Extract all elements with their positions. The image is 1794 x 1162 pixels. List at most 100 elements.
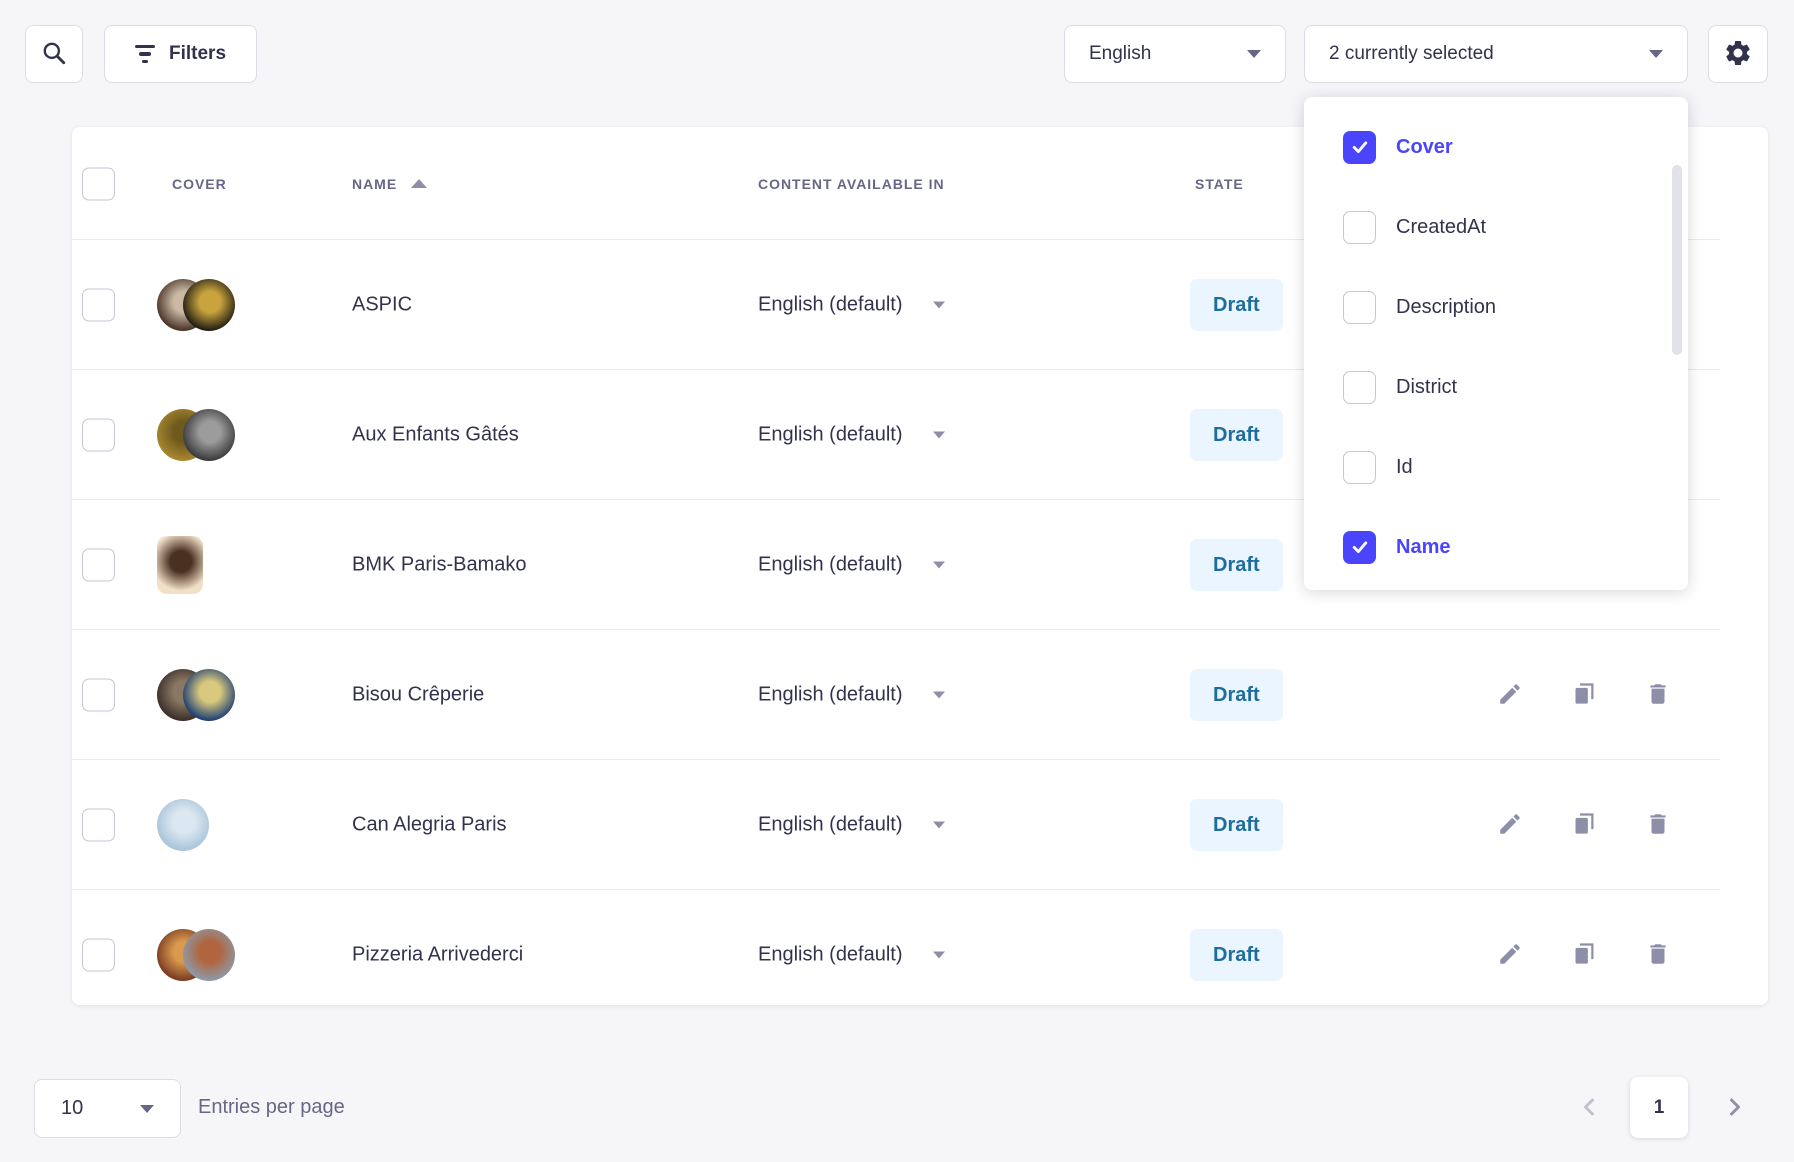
displayed-field-option[interactable]: District xyxy=(1304,347,1688,427)
displayed-field-option[interactable]: Cover xyxy=(1304,107,1688,187)
row-checkbox[interactable] xyxy=(82,938,115,972)
displayed-fields-list: Cover CreatedAt Description District Id … xyxy=(1304,107,1688,587)
chevron-down-icon xyxy=(140,1104,154,1113)
chevron-down-icon xyxy=(932,301,945,309)
cover-images xyxy=(157,799,209,851)
row-actions xyxy=(1496,941,1672,969)
cover-image xyxy=(183,929,235,981)
locale-value: English (default) xyxy=(758,423,903,446)
header-content-available-in: CONTENT AVAILABLE IN xyxy=(758,175,945,192)
field-checkbox[interactable] xyxy=(1343,290,1376,324)
select-all-checkbox[interactable] xyxy=(82,167,115,200)
displayed-fields-dropdown: Cover CreatedAt Description District Id … xyxy=(1304,97,1688,590)
cover-image xyxy=(183,279,235,331)
duplicate-button[interactable] xyxy=(1570,941,1598,969)
page-size-select[interactable]: 10 xyxy=(34,1079,181,1138)
displayed-field-option[interactable]: Description xyxy=(1304,267,1688,347)
delete-button[interactable] xyxy=(1644,681,1672,709)
row-checkbox[interactable] xyxy=(82,288,115,322)
locale-cell[interactable]: English (default) xyxy=(758,294,945,317)
row-checkbox[interactable] xyxy=(82,548,115,582)
state-badge: Draft xyxy=(1190,669,1283,721)
filters-button[interactable]: Filters xyxy=(104,25,258,83)
entries-per-page-label: Entries per page xyxy=(198,1096,345,1118)
locale-cell[interactable]: English (default) xyxy=(758,424,945,447)
duplicate-icon xyxy=(1571,680,1598,710)
filters-button-label: Filters xyxy=(169,43,227,64)
pencil-icon xyxy=(1497,681,1523,710)
duplicate-button[interactable] xyxy=(1570,681,1598,709)
chevron-down-icon xyxy=(932,561,945,569)
settings-button[interactable] xyxy=(1708,25,1768,83)
delete-button[interactable] xyxy=(1644,811,1672,839)
field-checkbox[interactable] xyxy=(1343,370,1376,404)
header-state: STATE xyxy=(1195,175,1244,192)
duplicate-icon xyxy=(1571,810,1598,840)
language-select[interactable]: English xyxy=(1064,25,1286,83)
field-checkbox[interactable] xyxy=(1343,530,1376,564)
dropdown-scrollbar[interactable] xyxy=(1672,165,1682,355)
field-label: Id xyxy=(1396,455,1413,478)
table-row[interactable]: Pizzeria Arrivederci English (default) D… xyxy=(72,890,1768,1020)
pencil-icon xyxy=(1497,811,1523,840)
cover-image xyxy=(183,669,235,721)
locale-cell[interactable]: English (default) xyxy=(758,554,945,577)
field-checkbox[interactable] xyxy=(1343,210,1376,244)
previous-page-button[interactable] xyxy=(1572,1090,1608,1126)
row-checkbox[interactable] xyxy=(82,678,115,712)
row-checkbox[interactable] xyxy=(82,418,115,452)
entry-name: Can Alegria Paris xyxy=(352,813,507,836)
cover-image xyxy=(157,799,209,851)
cover-images xyxy=(157,536,203,594)
locale-cell[interactable]: English (default) xyxy=(758,944,945,967)
state-badge: Draft xyxy=(1190,929,1283,981)
sort-ascending-icon xyxy=(411,179,428,188)
displayed-field-option[interactable]: Id xyxy=(1304,427,1688,507)
row-checkbox[interactable] xyxy=(82,808,115,842)
field-checkbox[interactable] xyxy=(1343,130,1376,164)
edit-button[interactable] xyxy=(1496,811,1524,839)
cover-image xyxy=(183,409,235,461)
search-button[interactable] xyxy=(25,25,83,83)
language-select-value: English xyxy=(1089,43,1152,64)
next-page-button[interactable] xyxy=(1716,1090,1752,1126)
field-label: District xyxy=(1396,375,1458,398)
filter-icon xyxy=(135,44,155,64)
state-badge: Draft xyxy=(1190,279,1283,331)
page-1-button[interactable]: 1 xyxy=(1630,1077,1688,1138)
table-row[interactable]: Aux Enfants Gâtés English (default) Draf… xyxy=(72,370,1768,500)
trash-icon xyxy=(1645,811,1671,840)
field-label: Cover xyxy=(1396,135,1453,158)
duplicate-button[interactable] xyxy=(1570,811,1598,839)
chevron-down-icon xyxy=(932,821,945,829)
field-label: CreatedAt xyxy=(1396,215,1487,238)
table-row[interactable]: Bisou Crêperie English (default) Draft xyxy=(72,630,1768,760)
displayed-fields-value: 2 currently selected xyxy=(1329,43,1494,64)
locale-cell[interactable]: English (default) xyxy=(758,814,945,837)
row-actions xyxy=(1496,811,1672,839)
displayed-field-option[interactable]: Name xyxy=(1304,507,1688,587)
cover-image xyxy=(157,536,203,594)
duplicate-icon xyxy=(1571,940,1598,970)
state-badge: Draft xyxy=(1190,409,1283,461)
displayed-field-option[interactable]: CreatedAt xyxy=(1304,187,1688,267)
locale-value: English (default) xyxy=(758,553,903,576)
table-body: ASPIC English (default) Draft xyxy=(72,240,1768,1020)
cover-images xyxy=(157,929,235,981)
edit-button[interactable] xyxy=(1496,941,1524,969)
chevron-right-icon xyxy=(1722,1095,1746,1122)
page-size-value: 10 xyxy=(61,1097,84,1119)
field-checkbox[interactable] xyxy=(1343,450,1376,484)
table-row[interactable]: Can Alegria Paris English (default) Draf… xyxy=(72,760,1768,890)
displayed-fields-select[interactable]: 2 currently selected xyxy=(1304,25,1688,83)
locale-value: English (default) xyxy=(758,293,903,316)
cover-images xyxy=(157,409,235,461)
edit-button[interactable] xyxy=(1496,681,1524,709)
entry-name: ASPIC xyxy=(352,293,413,316)
locale-value: English (default) xyxy=(758,943,903,966)
locale-value: English (default) xyxy=(758,813,903,836)
delete-button[interactable] xyxy=(1644,941,1672,969)
header-name-sort[interactable]: NAME xyxy=(352,176,428,192)
locale-cell[interactable]: English (default) xyxy=(758,684,945,707)
state-badge: Draft xyxy=(1190,539,1283,591)
